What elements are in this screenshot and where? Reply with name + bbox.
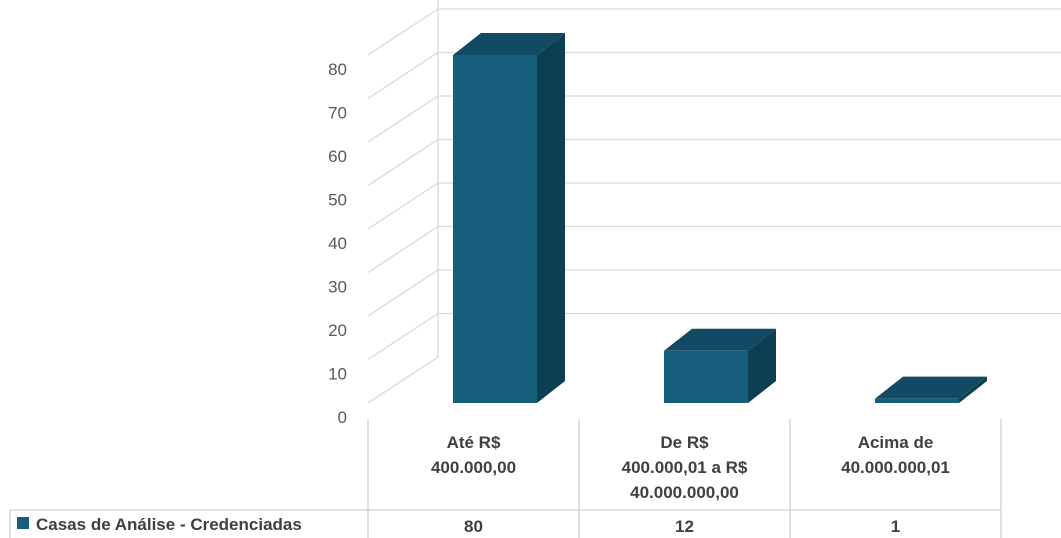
data-value-label: 12	[675, 517, 694, 536]
gridline	[367, 356, 439, 404]
bar	[875, 376, 987, 403]
bars	[453, 33, 987, 403]
legend-swatch	[17, 517, 29, 529]
data-value-label: 80	[464, 517, 483, 536]
y-tick-label: 40	[328, 234, 347, 253]
y-axis-ticks: 0 10 20 30 40 50 60 70 80	[328, 60, 347, 427]
bar	[453, 33, 565, 403]
y-tick-label: 0	[338, 408, 347, 427]
y-tick-label: 50	[328, 191, 347, 210]
y-tick-label: 60	[328, 147, 347, 166]
category-label: Acima de 40.000.000,01	[841, 433, 950, 477]
data-value-label: 1	[891, 517, 900, 536]
data-table: Até R$ 400.000,00 De R$ 400.000,01 a R$ 40.0…	[9, 419, 1002, 538]
legend-entry: Casas de Análise - Credenciadas	[36, 515, 302, 534]
category-label: De R$ 400.000,01 a R$ 40.000.000,00	[622, 433, 748, 502]
y-tick-label: 20	[328, 321, 347, 340]
y-tick-label: 70	[328, 104, 347, 123]
y-tick-label: 30	[328, 278, 347, 297]
gridlines	[367, 0, 1061, 404]
y-tick-label: 80	[328, 60, 347, 79]
bar	[664, 328, 776, 403]
y-tick-label: 10	[328, 365, 347, 384]
category-label: Até R$ 400.000,00	[431, 433, 516, 477]
